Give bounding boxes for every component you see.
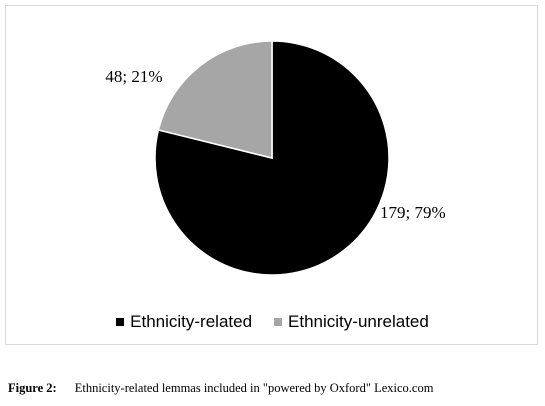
figure-caption: Figure 2: Ethnicity-related lemmas includ… bbox=[8, 381, 433, 396]
slice-ethnicity-related bbox=[154, 40, 390, 276]
legend-label-unrelated: Ethnicity-unrelated bbox=[288, 312, 429, 331]
slice-ethnicity-unrelated bbox=[157, 40, 273, 159]
caption-text: Ethnicity-related lemmas included in "po… bbox=[74, 381, 434, 395]
legend-swatch-unrelated bbox=[274, 318, 283, 326]
legend: Ethnicity-related Ethnicity-unrelated bbox=[0, 312, 545, 332]
legend-item-unrelated: Ethnicity-unrelated bbox=[274, 312, 429, 332]
legend-label-related: Ethnicity-related bbox=[130, 312, 253, 331]
data-label-ethnicity-related: 179; 79% bbox=[380, 203, 446, 222]
legend-swatch-related bbox=[116, 318, 125, 326]
legend-item-related: Ethnicity-related bbox=[116, 312, 252, 332]
caption-label: Figure 2: bbox=[8, 381, 57, 395]
data-label-ethnicity-unrelated: 48; 21% bbox=[105, 67, 162, 86]
